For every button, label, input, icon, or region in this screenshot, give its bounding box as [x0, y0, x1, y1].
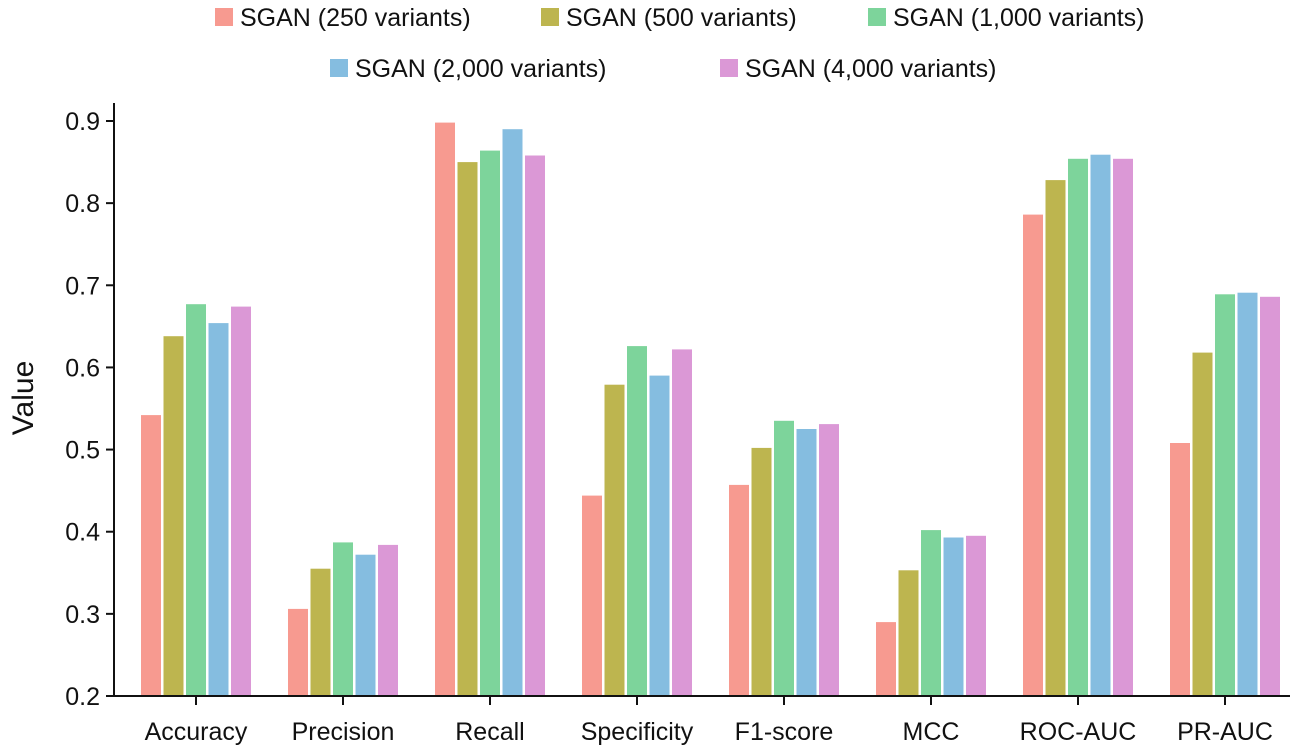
bar — [582, 495, 602, 696]
x-tick-label: Precision — [292, 718, 395, 746]
legend-swatch — [330, 59, 348, 77]
y-tick-label: 0.2 — [65, 683, 100, 711]
bar — [966, 535, 986, 696]
y-axis: 0.2 0.3 0.4 0.5 0.6 0.7 0.8 0.9 — [65, 103, 115, 711]
bar — [525, 155, 545, 696]
legend-item: SGAN (500 variants) — [541, 4, 797, 32]
bar-group-precision — [288, 542, 398, 696]
bar — [457, 162, 478, 697]
bar — [208, 323, 229, 696]
bar-group-mcc — [876, 530, 986, 696]
bar — [1068, 158, 1088, 697]
bar — [796, 429, 817, 696]
legend-label: SGAN (500 variants) — [566, 4, 797, 32]
bar — [231, 306, 251, 696]
legend-label: SGAN (250 variants) — [240, 4, 471, 32]
y-tick-label: 0.3 — [65, 601, 100, 629]
bar — [672, 349, 692, 696]
y-tick-label: 0.8 — [65, 190, 100, 218]
bar — [1260, 296, 1280, 696]
bar — [141, 415, 161, 696]
bar-group-pr-auc — [1170, 292, 1280, 696]
bar — [435, 122, 455, 697]
bar — [751, 447, 772, 696]
bar — [1045, 180, 1066, 697]
bar — [480, 150, 500, 697]
bar — [1237, 292, 1258, 696]
legend: SGAN (250 variants) SGAN (500 variants) SG… — [215, 4, 1145, 83]
bar — [819, 424, 839, 696]
x-tick-label: Accuracy — [145, 718, 248, 746]
x-tick-label: ROC-AUC — [1020, 718, 1137, 746]
bar — [1170, 443, 1190, 696]
legend-swatch — [541, 8, 559, 26]
bar — [774, 420, 794, 696]
x-tick-label: Specificity — [581, 718, 694, 746]
legend-item: SGAN (2,000 variants) — [330, 55, 607, 83]
legend-label: SGAN (1,000 variants) — [893, 4, 1145, 32]
legend-swatch — [720, 59, 738, 77]
bar-group-roc-auc — [1023, 154, 1133, 697]
legend-label: SGAN (4,000 variants) — [745, 55, 997, 83]
x-tick-label: MCC — [903, 718, 960, 746]
y-tick-label: 0.6 — [65, 354, 100, 382]
bar — [604, 384, 625, 696]
bar-group-recall — [435, 122, 545, 697]
bar — [627, 346, 647, 696]
legend-swatch — [868, 8, 886, 26]
bar — [1192, 352, 1213, 696]
y-tick-label: 0.7 — [65, 272, 100, 300]
bars — [141, 122, 1280, 697]
bar — [1215, 294, 1235, 696]
x-tick-label: Recall — [455, 718, 524, 746]
bar — [729, 484, 749, 696]
bar — [1090, 154, 1111, 696]
legend-item: SGAN (1,000 variants) — [868, 4, 1145, 32]
bar — [1023, 214, 1043, 696]
bar — [943, 537, 964, 696]
bar — [288, 608, 308, 696]
legend-swatch — [215, 8, 233, 26]
bar — [378, 544, 398, 696]
y-tick-label: 0.4 — [65, 519, 100, 547]
legend-label: SGAN (2,000 variants) — [355, 55, 607, 83]
bar — [333, 542, 353, 696]
legend-item: SGAN (4,000 variants) — [720, 55, 997, 83]
bar — [502, 129, 523, 696]
bar-group-specificity — [582, 346, 692, 696]
legend-item: SGAN (250 variants) — [215, 4, 471, 32]
bar — [898, 570, 919, 696]
y-tick-label: 0.5 — [65, 437, 100, 465]
x-axis: Accuracy Precision Recall Specificity F1-sco… — [114, 695, 1290, 746]
bar — [163, 336, 184, 696]
y-tick-label: 0.9 — [65, 108, 100, 136]
bar — [355, 554, 376, 696]
bar-group-accuracy — [141, 304, 251, 696]
bar — [649, 375, 670, 696]
x-tick-label: F1-score — [735, 718, 834, 746]
bar-group-f1-score — [729, 420, 839, 696]
y-axis-title: Value — [7, 361, 40, 436]
x-tick-label: PR-AUC — [1177, 718, 1273, 746]
bar — [921, 530, 941, 696]
bar — [186, 304, 206, 696]
bar — [876, 622, 896, 696]
bar — [310, 568, 331, 696]
bar — [1113, 158, 1133, 697]
